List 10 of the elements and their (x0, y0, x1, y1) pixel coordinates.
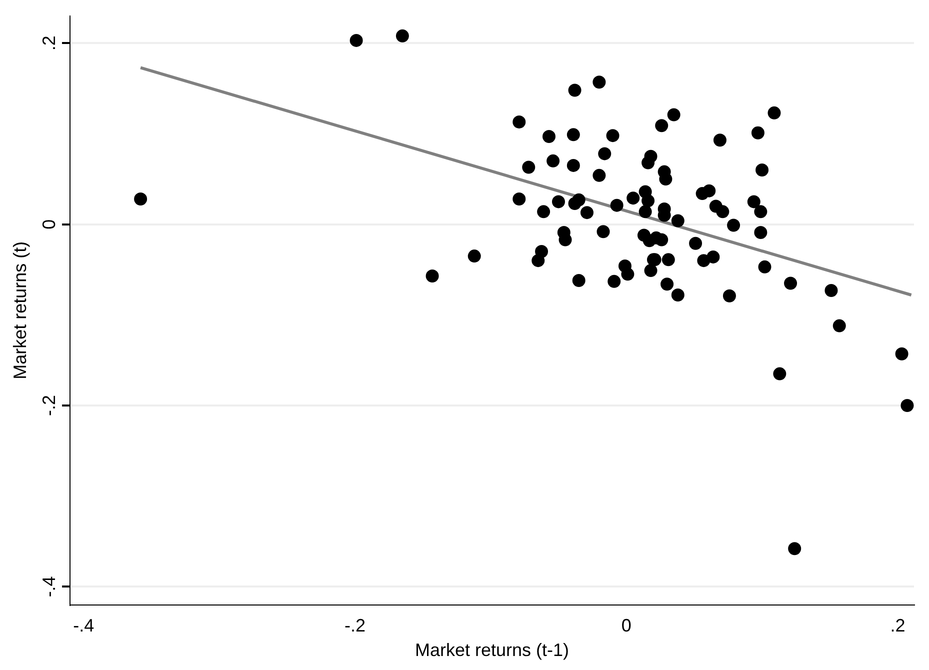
x-tick-label: -.4 (73, 616, 94, 636)
x-axis-title: Market returns (t-1) (414, 640, 570, 660)
y-tick-label: 0 (38, 219, 59, 230)
y-axis-title: Market returns (t) (10, 241, 30, 380)
y-tick-label: -.2 (38, 395, 59, 416)
x-tick-label: 0 (621, 616, 632, 636)
y-tick-label: .2 (38, 36, 59, 51)
x-tick-label: .2 (890, 616, 906, 636)
x-tick-label: -.2 (344, 616, 366, 636)
y-tick-label: -.4 (38, 576, 59, 598)
